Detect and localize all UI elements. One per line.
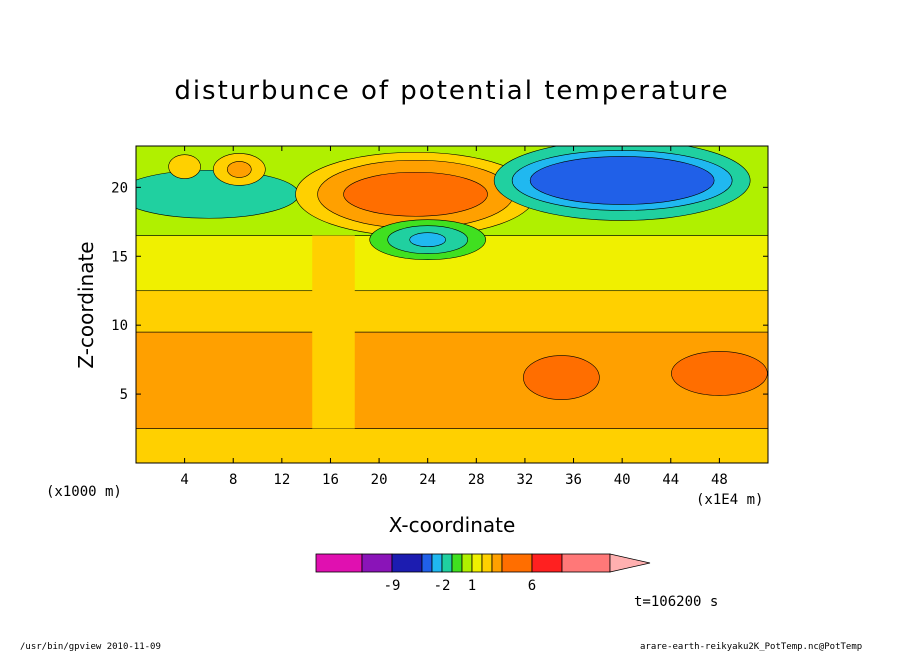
colorbar-swatch xyxy=(481,553,493,573)
x-ticks: 4 8 12 16 20 24 28 32 36 40 44 48 xyxy=(180,146,728,488)
x-tick-label: 16 xyxy=(322,472,339,488)
cold-core-center xyxy=(529,156,715,205)
x-tick-label: 8 xyxy=(229,472,237,488)
warm-spot-top-left xyxy=(168,154,201,179)
colorbar-swatch xyxy=(561,553,611,573)
cold-center-core xyxy=(409,232,446,248)
warm-spot-b xyxy=(671,351,768,396)
x-scale-note: (x1000 m) xyxy=(46,484,122,500)
x-axis-label: X-coordinate xyxy=(388,513,516,537)
warm-spot-top-mid-core xyxy=(227,161,252,178)
time-label: t=106200 s xyxy=(634,594,719,610)
colorbar-swatch xyxy=(315,553,363,573)
colorbar-swatch xyxy=(441,553,453,573)
x-tick-label: 40 xyxy=(614,472,631,488)
contour-field xyxy=(136,146,768,463)
colorbar-tick-label: 6 xyxy=(528,578,536,594)
band-mid-band xyxy=(136,331,768,429)
x-tick-label: 24 xyxy=(419,472,436,488)
colorbar-tick-label: -2 xyxy=(434,578,451,594)
colorbar-swatch xyxy=(471,553,483,573)
colorbar-swatch xyxy=(461,553,473,573)
colorbar-swatch xyxy=(391,553,423,573)
warm-spot-a xyxy=(523,355,600,400)
band-lower-band xyxy=(136,428,768,463)
x-tick-label: 28 xyxy=(468,472,485,488)
colorbar-extend-arrow xyxy=(609,553,651,573)
band-upper-mid-band xyxy=(136,290,768,333)
footer-right: arare-earth-reikyaku2K_PotTemp.nc@PotTem… xyxy=(640,642,863,652)
cold-wisp-left xyxy=(136,169,300,219)
colorbar-swatch xyxy=(431,553,443,573)
x-tick-label: 48 xyxy=(711,472,728,488)
warm-core-center xyxy=(343,171,488,217)
colorbar-swatch xyxy=(491,553,503,573)
y-tick-label: 20 xyxy=(111,180,128,196)
y-tick-label: 5 xyxy=(120,387,128,403)
plume xyxy=(312,235,355,429)
y-tick-label: 10 xyxy=(111,318,128,334)
y-ticks: 5 10 15 20 xyxy=(111,180,768,403)
colorbar-swatch xyxy=(361,553,393,573)
x-tick-label: 36 xyxy=(565,472,582,488)
x-tick-label: 12 xyxy=(273,472,290,488)
colorbar-tick-label: -9 xyxy=(384,578,401,594)
x-tick-label: 20 xyxy=(371,472,388,488)
x-tick-label: 4 xyxy=(180,472,188,488)
colorbar-swatch xyxy=(531,553,563,573)
colorbar-tick-label: 1 xyxy=(468,578,476,594)
x-axis-unit: (x1E4 m) xyxy=(696,492,764,508)
chart-title: disturbunce of potential temperature xyxy=(174,76,730,106)
colorbar-swatch xyxy=(501,553,533,573)
footer-left: /usr/bin/gpview 2010-11-09 xyxy=(20,642,161,652)
colorbar: -9 -2 1 6 xyxy=(315,553,651,594)
y-tick-label: 15 xyxy=(111,249,128,265)
x-tick-label: 32 xyxy=(516,472,533,488)
x-tick-label: 44 xyxy=(662,472,679,488)
colorbar-swatch xyxy=(421,553,433,573)
plot-frame xyxy=(135,145,769,464)
colorbar-swatch xyxy=(451,553,463,573)
